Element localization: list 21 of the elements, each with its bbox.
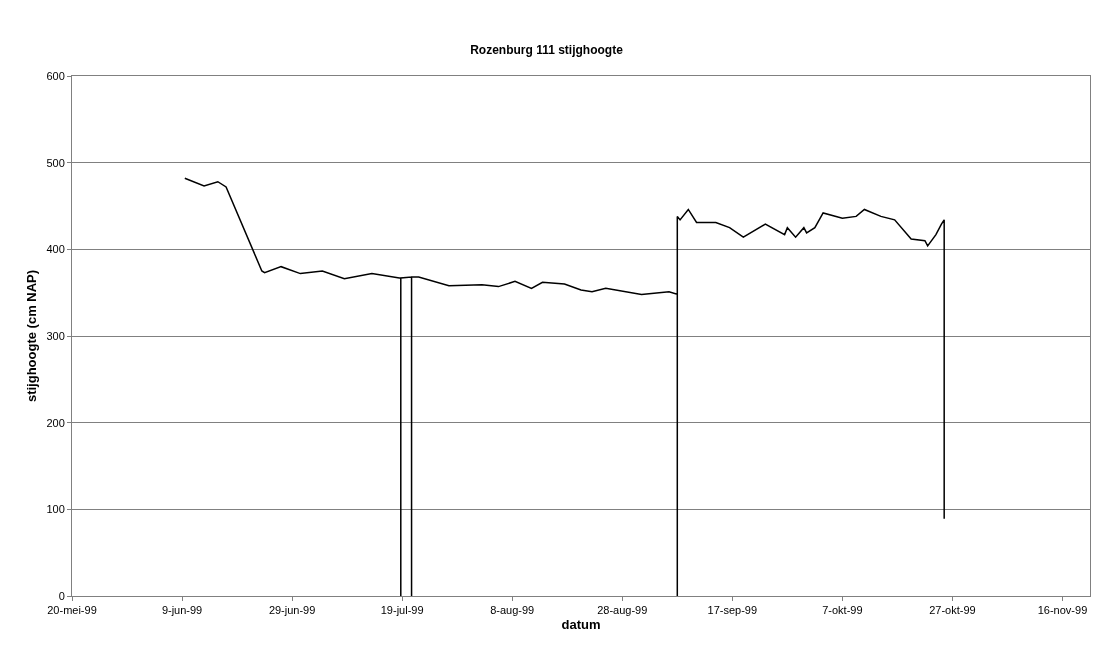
y-tick-label: 100 bbox=[46, 503, 65, 516]
y-tick-label: 400 bbox=[46, 243, 65, 256]
x-tick-label: 27-okt-99 bbox=[929, 604, 976, 617]
x-tick-label: 7-okt-99 bbox=[822, 604, 863, 617]
y-tick-label: 0 bbox=[58, 589, 65, 602]
line-series bbox=[184, 177, 945, 596]
y-axis-title: stijghoogte (cm NAP) bbox=[24, 269, 40, 403]
y-tick-label: 300 bbox=[46, 329, 65, 342]
x-tick-label: 16-nov-99 bbox=[1037, 604, 1088, 617]
x-tick-label: 29-jun-99 bbox=[268, 604, 316, 617]
y-tick-label: 600 bbox=[46, 69, 65, 82]
x-tick-label: 19-jul-99 bbox=[380, 604, 424, 617]
x-axis-title: datum bbox=[561, 616, 601, 632]
x-tick-label: 8-aug-99 bbox=[490, 604, 535, 617]
y-tick-label: 200 bbox=[46, 416, 65, 429]
x-tick-label: 28-aug-99 bbox=[597, 604, 648, 617]
chart-title: Rozenburg 111 stijghoogte bbox=[470, 42, 624, 57]
y-tick-label: 500 bbox=[46, 156, 65, 169]
x-tick-label: 20-mei-99 bbox=[47, 604, 97, 617]
x-tick-label: 9-jun-99 bbox=[161, 604, 203, 617]
x-tick-label: 17-sep-99 bbox=[707, 604, 758, 617]
